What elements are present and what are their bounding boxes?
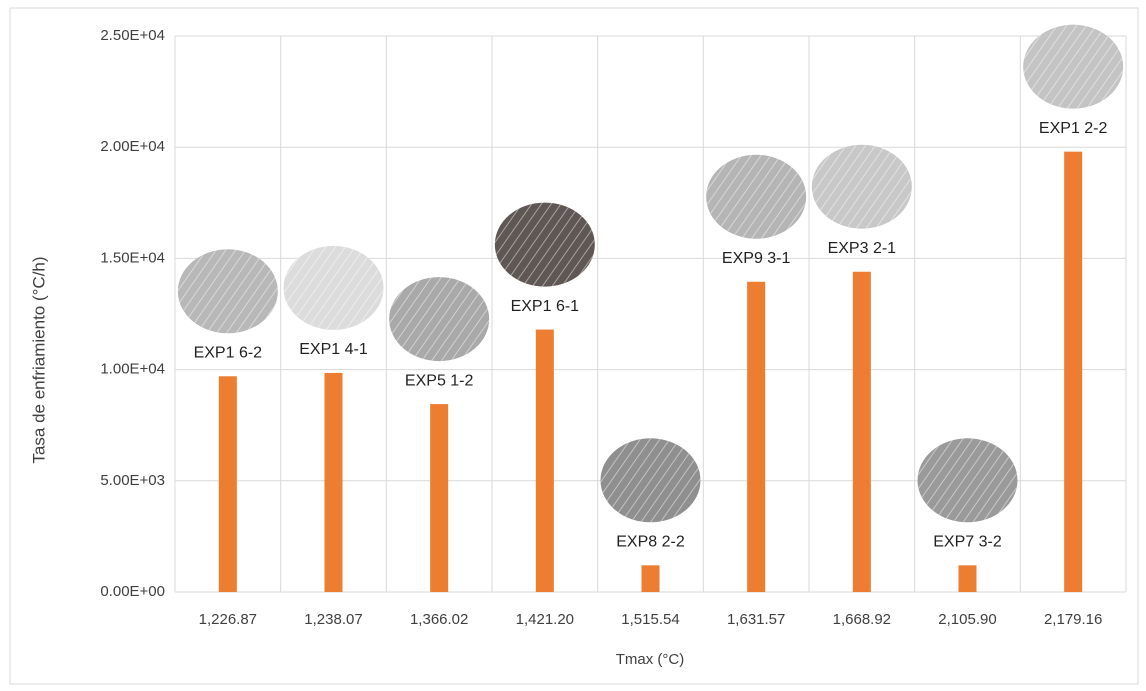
x-tick-label: 2,105.90 xyxy=(938,611,996,628)
x-axis-title: Tmax (°C) xyxy=(616,651,685,668)
bar xyxy=(218,376,237,592)
y-tick-label: 2.00E+04 xyxy=(100,138,165,155)
x-tick-label: 1,515.54 xyxy=(621,611,679,628)
sample-image-texture xyxy=(1023,24,1124,109)
sample-image-texture xyxy=(494,202,595,287)
x-tick-label: 1,238.07 xyxy=(304,611,362,628)
bar xyxy=(852,271,871,592)
sample-image-texture xyxy=(389,277,490,362)
y-tick-label: 1.00E+04 xyxy=(100,361,165,378)
chart-frame xyxy=(9,7,1139,685)
x-tick-label: 1,668.92 xyxy=(833,611,891,628)
bar xyxy=(958,565,977,592)
sample-label: EXP1 6-2 xyxy=(194,344,263,361)
sample-label: EXP9 3-1 xyxy=(722,250,791,267)
sample-label: EXP7 3-2 xyxy=(933,534,1002,551)
y-tick-label: 1.50E+04 xyxy=(100,249,165,266)
sample-image-texture xyxy=(706,154,807,239)
sample-image-texture xyxy=(811,144,912,229)
x-tick-label: 1,631.57 xyxy=(727,611,785,628)
sample-label: EXP1 4-1 xyxy=(299,341,368,358)
sample-label: EXP1 2-2 xyxy=(1039,120,1108,137)
sample-label: EXP1 6-1 xyxy=(511,298,580,315)
x-tick-label: 2,179.16 xyxy=(1044,611,1102,628)
y-axis-title: Tasa de enfriamiento (°C/h) xyxy=(29,256,48,463)
x-tick-label: 1,366.02 xyxy=(410,611,468,628)
sample-image-texture xyxy=(917,438,1018,523)
sample-image-texture xyxy=(283,245,384,330)
bar xyxy=(535,329,554,592)
bar xyxy=(747,281,766,592)
sample-image-texture xyxy=(177,249,278,334)
x-tick-label: 1,226.87 xyxy=(199,611,257,628)
sample-label: EXP3 2-1 xyxy=(828,240,897,257)
sample-image-texture xyxy=(600,438,701,523)
sample-label: EXP8 2-2 xyxy=(616,534,685,551)
y-tick-label: 2.50E+04 xyxy=(100,27,165,44)
y-tick-label: 0.00E+00 xyxy=(100,583,165,600)
sample-label: EXP5 1-2 xyxy=(405,372,474,389)
x-tick-label: 1,421.20 xyxy=(516,611,574,628)
bar xyxy=(324,372,343,592)
bar xyxy=(430,404,449,592)
y-tick-label: 5.00E+03 xyxy=(100,472,165,489)
bar xyxy=(641,565,660,592)
bar xyxy=(1064,151,1083,592)
